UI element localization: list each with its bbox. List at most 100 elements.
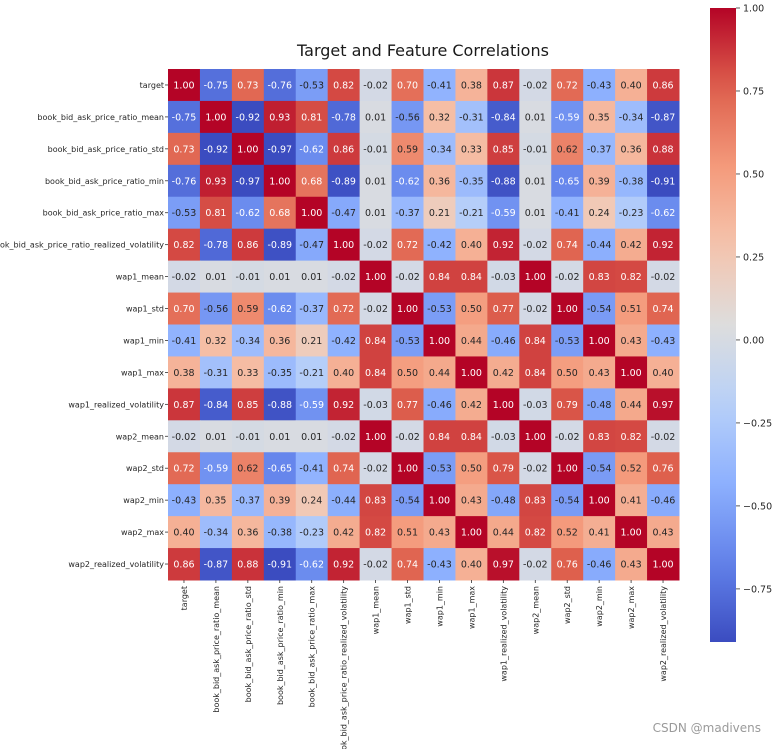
heatmap-cell [647, 420, 680, 453]
y-tick-label: book_bid_ask_price_ratio_mean [37, 113, 164, 122]
heatmap-cell [423, 69, 456, 102]
cell-value-label: -0.41 [172, 336, 197, 347]
heatmap-cell [583, 196, 616, 230]
heatmap-cell [391, 228, 424, 262]
cell-value-label: 0.93 [205, 176, 226, 187]
heatmap-cell [519, 324, 552, 357]
heatmap-cell [583, 260, 616, 294]
cell-value-label: 0.86 [237, 240, 258, 251]
heatmap-cell [487, 516, 520, 549]
cell-value-label: -0.48 [587, 400, 612, 411]
heatmap-cell [295, 132, 329, 166]
x-tick-label: wap2_mean [531, 586, 540, 634]
cell-value-label: 1.00 [173, 80, 194, 91]
heatmap-cell [487, 388, 520, 421]
cell-value-label: -0.91 [651, 176, 676, 187]
y-tick-label: wap1_max [121, 368, 164, 377]
heatmap-cell [199, 420, 233, 453]
heatmap-cell [359, 292, 393, 325]
cell-value-label: 1.00 [525, 272, 546, 283]
heatmap-cell [455, 228, 488, 262]
cell-value-label: 0.83 [525, 496, 546, 507]
cell-value-label: 0.92 [652, 240, 673, 251]
cell-value-label: 0.41 [621, 496, 642, 507]
cell-value-label: 0.40 [333, 368, 354, 379]
cell-value-label: 0.42 [461, 400, 482, 411]
cell-value-label: -0.01 [523, 144, 548, 155]
cell-value-label: 0.84 [429, 272, 450, 283]
cell-value-label: 0.36 [429, 176, 450, 187]
cell-value-label: 0.81 [301, 112, 322, 123]
cell-value-label: 0.01 [301, 432, 322, 443]
cell-value-label: -0.47 [331, 208, 356, 219]
cell-value-label: -0.48 [491, 496, 516, 507]
cell-value-label: 0.68 [269, 208, 290, 219]
cell-value-label: 0.41 [589, 528, 610, 539]
cell-value-label: 0.73 [173, 144, 194, 155]
heatmap-cell [295, 548, 329, 581]
heatmap-cell [423, 356, 456, 389]
heatmap-cell [583, 132, 616, 166]
cell-value-label: -0.02 [523, 304, 548, 315]
heatmap-cell [231, 196, 265, 230]
heatmap-cell [327, 100, 361, 134]
cell-value-label: -0.53 [172, 208, 197, 219]
cell-value-label: 0.88 [237, 560, 258, 571]
heatmap-cell [391, 452, 424, 485]
heatmap-cell [519, 132, 552, 166]
heatmap-cell [647, 356, 680, 389]
cell-value-label: 0.01 [365, 112, 386, 123]
cell-value-label: -0.21 [299, 368, 324, 379]
cell-value-label: 0.72 [173, 464, 194, 475]
heatmap-cell [487, 548, 520, 581]
cell-value-label: -0.62 [299, 560, 324, 571]
cell-value-label: -0.02 [523, 464, 548, 475]
cell-value-label: 0.32 [429, 112, 450, 123]
y-tick-labels: target book_bid_ask_price_ratio_mean book_… [0, 81, 168, 569]
cell-value-label: 0.42 [493, 368, 514, 379]
heatmap-cell [231, 292, 265, 325]
heatmap-cell [583, 69, 616, 102]
heatmap-cell [199, 132, 233, 166]
heatmap-cell [423, 260, 456, 294]
cell-value-label: 0.79 [557, 400, 578, 411]
cell-value-label: 1.00 [557, 464, 578, 475]
cell-value-label: 0.74 [333, 464, 354, 475]
heatmap-cell [423, 548, 456, 581]
heatmap-cell [327, 228, 361, 262]
cell-value-label: 1.00 [589, 496, 610, 507]
cell-value-label: 0.24 [301, 496, 322, 507]
heatmap-cell [615, 420, 648, 453]
cell-value-label: 0.44 [621, 400, 642, 411]
cell-value-label: -0.46 [491, 336, 516, 347]
heatmap-cell [359, 132, 393, 166]
cell-value-label: -0.59 [299, 400, 324, 411]
heatmap-cell [168, 548, 201, 581]
y-tick-label: wap2_mean [116, 432, 164, 441]
heatmap-cell [423, 420, 456, 453]
heatmap-cell [551, 388, 584, 421]
cell-value-label: 0.42 [621, 240, 642, 251]
heatmap-cell [647, 132, 680, 166]
heatmap-cell [263, 484, 297, 517]
heatmap-cell [391, 100, 424, 134]
heatmap-cell [423, 452, 456, 485]
heatmap-cell [455, 260, 488, 294]
heatmap-cell [455, 484, 488, 517]
y-tick-label: wap2_min [123, 496, 164, 505]
cell-value-label: -0.62 [395, 176, 420, 187]
heatmap-cell [583, 324, 616, 357]
cell-value-label: -0.87 [204, 560, 229, 571]
heatmap-cell [359, 388, 393, 421]
cell-value-label: -0.23 [619, 208, 644, 219]
heatmap-cell [199, 100, 233, 134]
cell-value-label: 0.59 [397, 144, 418, 155]
cell-value-label: 0.84 [525, 336, 546, 347]
heatmap-cell [519, 164, 552, 198]
heatmap-cell [455, 356, 488, 389]
heatmap-cell [423, 324, 456, 357]
heatmap-cell [231, 548, 265, 581]
heatmap-cell [327, 132, 361, 166]
cell-value-label: 0.35 [205, 496, 226, 507]
heatmap-cell [583, 100, 616, 134]
